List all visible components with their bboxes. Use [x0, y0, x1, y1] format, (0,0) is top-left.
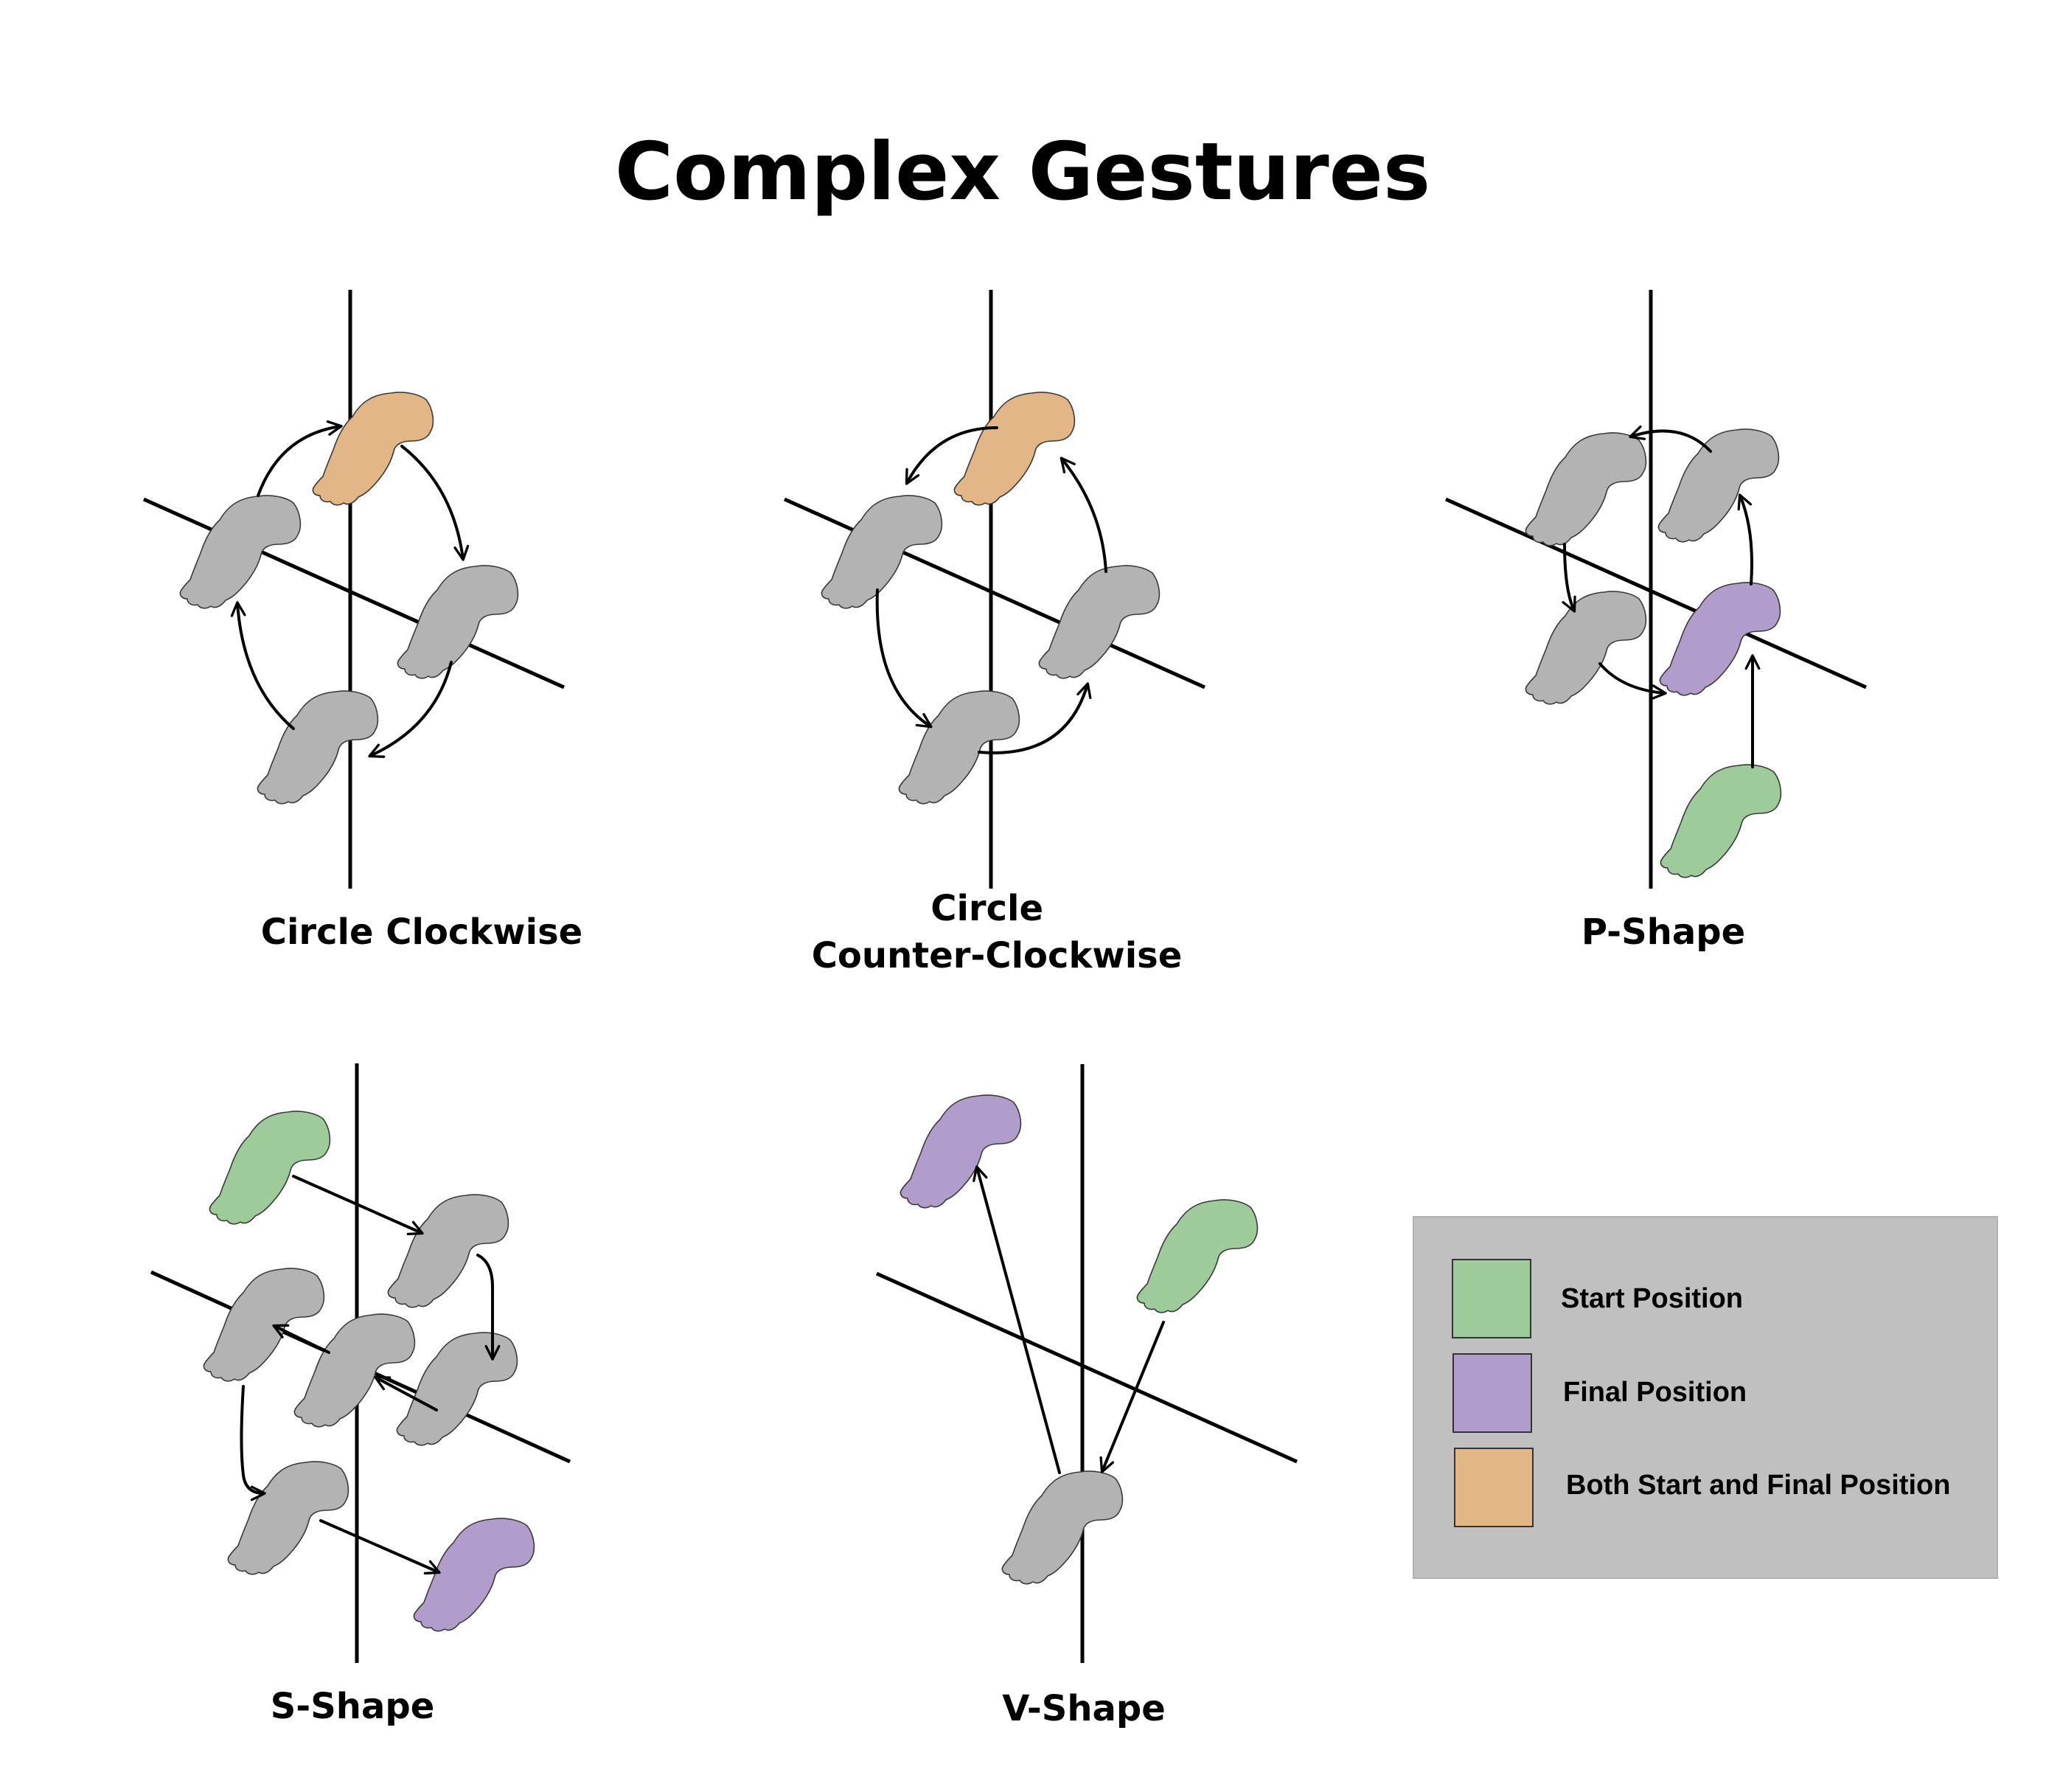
- arrow-connector: [1562, 543, 1576, 613]
- arrow-connector: [1737, 493, 1753, 586]
- hand-intermediate-icon: [293, 1313, 416, 1428]
- legend: Start Position Final Position Both Start…: [1413, 1216, 1998, 1579]
- hand-final-icon: [413, 1518, 535, 1632]
- hand-both-icon: [953, 392, 1076, 506]
- arrow-connector: [272, 1324, 330, 1354]
- diagonal-axis-line: [1444, 497, 1868, 690]
- hand-intermediate-icon: [821, 495, 943, 609]
- panel-v-shape: V-Shape: [875, 1064, 1298, 1729]
- arrow-connector: [1059, 456, 1107, 573]
- hand-start-icon: [1660, 764, 1782, 878]
- legend-swatch-start: [1452, 1259, 1531, 1338]
- legend-swatch-both: [1454, 1448, 1534, 1527]
- caption-line: P-Shape: [1582, 911, 1745, 953]
- legend-swatch-final: [1452, 1353, 1532, 1433]
- panel-p-shape: P-Shape: [1444, 290, 1868, 953]
- arrow-connector: [292, 1175, 424, 1236]
- diagonal-axis-line: [875, 1271, 1298, 1464]
- arrow-connector: [1598, 662, 1667, 700]
- caption-line: Counter-Clockwise: [812, 935, 1183, 976]
- panel-circle-clockwise: Circle Clockwise: [142, 290, 582, 953]
- arrow-connector: [319, 1519, 441, 1575]
- hand-intermediate-icon: [1001, 1470, 1124, 1585]
- hand-intermediate-icon: [227, 1461, 349, 1575]
- arrow-connector: [374, 1375, 438, 1411]
- panel-s-shape: S-Shape: [150, 1063, 571, 1727]
- panel-circle-counter-clockwise: Circle Counter-Clockwise: [783, 290, 1206, 976]
- svg-text:S-Shape: S-Shape: [271, 1686, 435, 1727]
- arrow-connector: [240, 1385, 266, 1501]
- svg-text:Circle Counter-Clockwise: Circle Counter-Clockwise: [812, 888, 1183, 976]
- arrow-connector: [400, 445, 470, 561]
- hand-intermediate-icon: [203, 1268, 325, 1382]
- hand-intermediate-icon: [1525, 591, 1647, 705]
- arrow-connector: [1099, 1321, 1165, 1473]
- arrow-connector: [257, 420, 343, 497]
- hand-both-icon: [312, 392, 434, 506]
- caption-line: V-Shape: [1002, 1688, 1166, 1729]
- arrow-connector: [1629, 425, 1712, 453]
- arrow-connector: [368, 661, 453, 758]
- svg-text:V-Shape: V-Shape: [1002, 1688, 1166, 1729]
- arrow-connector: [230, 601, 295, 730]
- hand-intermediate-icon: [387, 1194, 509, 1308]
- hand-intermediate-icon: [257, 690, 379, 805]
- hand-intermediate-icon: [898, 690, 1020, 805]
- arrow-connector: [476, 1254, 501, 1361]
- figure-title: Complex Gestures: [615, 126, 1430, 218]
- arrow-connector: [978, 682, 1092, 754]
- caption-line: S-Shape: [271, 1686, 435, 1727]
- arrow-connector: [905, 426, 998, 485]
- hand-start-icon: [1136, 1199, 1259, 1313]
- svg-text:Circle Clockwise: Circle Clockwise: [261, 911, 582, 953]
- hand-final-icon: [900, 1094, 1022, 1209]
- hand-intermediate-icon: [1525, 432, 1647, 546]
- legend-label-final: Final Position: [1563, 1377, 1747, 1408]
- caption-line: Circle Clockwise: [261, 911, 582, 953]
- hand-intermediate-icon: [1657, 428, 1780, 543]
- arrow-connector: [875, 588, 933, 729]
- arrow-connector: [972, 1165, 1061, 1474]
- hand-start-icon: [209, 1111, 331, 1225]
- caption-line: Circle: [930, 888, 1043, 929]
- hand-intermediate-icon: [179, 495, 302, 609]
- legend-label-both: Both Start and Final Position: [1566, 1470, 1950, 1501]
- legend-label-start: Start Position: [1561, 1283, 1743, 1314]
- svg-text:P-Shape: P-Shape: [1582, 911, 1745, 953]
